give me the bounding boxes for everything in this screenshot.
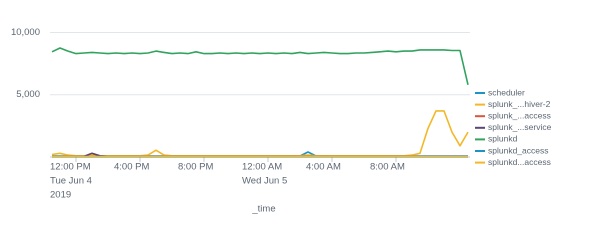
legend-label: splunkd [488,134,518,144]
x-axis-label: _time [251,204,275,215]
x-tick-date-label: Wed Jun 5 [242,176,287,187]
x-tick-label: 8:00 AM [370,162,405,173]
series-line [51,110,469,157]
legend-label: scheduler [488,87,525,97]
legend-label: splunkd_access [488,145,548,155]
legend-label: splunkd...access [488,157,551,167]
legend-label: splunk_...service [488,122,552,132]
x-tick-label: 4:00 PM [114,162,149,173]
y-tick-label: 5,000 [16,89,40,100]
y-tick-label: 10,000 [11,27,40,38]
x-tick-label: 12:00 PM [50,162,91,173]
x-tick-label: 8:00 PM [178,162,213,173]
chart: _time 5,000 10,000 12:00 PM 4:00 PM 8:00 PM 1… [11,27,552,215]
x-tick-label: 12:00 AM [242,162,282,173]
x-tick-year-label: 2019 [50,190,71,201]
legend-label: splunk_...access [488,110,551,120]
series-line [51,47,469,85]
x-tick-date-label: Tue Jun 4 [50,176,92,187]
legend-label: splunk_...hiver-2 [488,99,551,109]
x-tick-label: 4:00 AM [306,162,341,173]
